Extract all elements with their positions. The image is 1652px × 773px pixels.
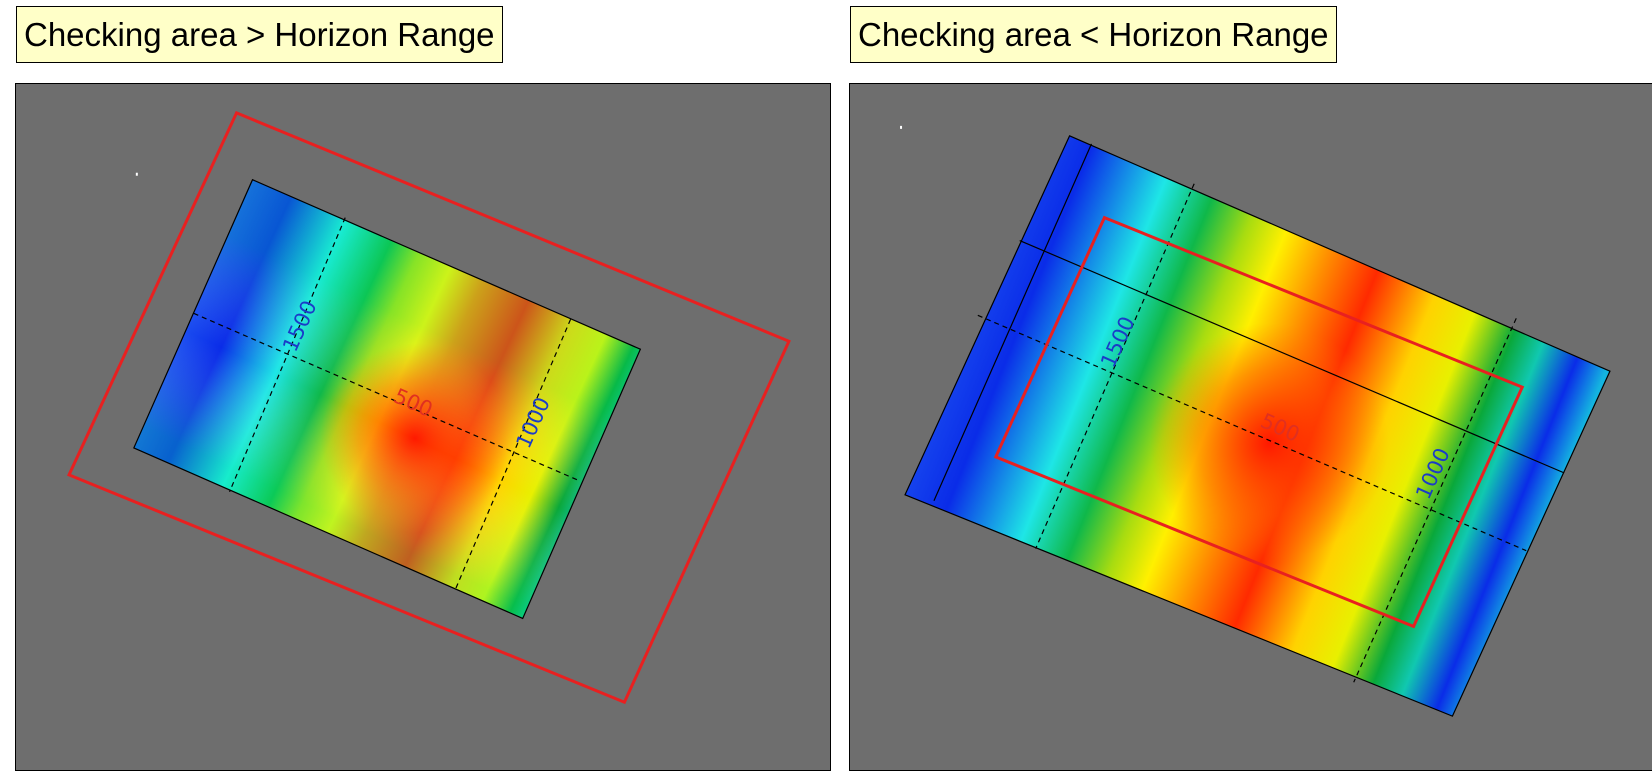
right-marker-dot [900, 125, 903, 129]
left-map-view: 500 1500 1000 [67, 110, 791, 705]
left-panel-caption: Checking area > Horizon Range [16, 6, 503, 63]
left-grid-line-lower [454, 319, 572, 591]
right-map-panel: 500 1500 1000 [849, 83, 1652, 771]
left-grid-line-upper [229, 217, 346, 493]
right-edge-line-top [1019, 239, 1565, 474]
left-grid-line-center [193, 312, 580, 482]
left-marker-dot [135, 172, 138, 176]
left-checking-area [67, 110, 791, 705]
right-grid-line-lower [1353, 318, 1517, 683]
right-edge-line-inner [933, 143, 1093, 502]
right-grid-line-center [977, 314, 1527, 552]
right-panel-caption: Checking area < Horizon Range [850, 6, 1337, 63]
right-map-view: 500 1500 1000 [900, 125, 1611, 717]
right-checking-area [993, 215, 1525, 629]
left-map-panel: 500 1500 1000 [15, 83, 831, 771]
